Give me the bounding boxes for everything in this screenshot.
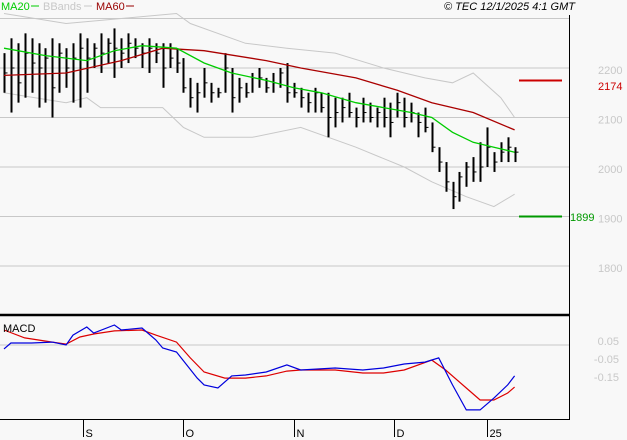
ma60-line (3, 47, 515, 131)
y-tick-label: 1800 (598, 263, 622, 275)
legend-ma20: MA20 (1, 1, 30, 13)
x-tick-label: O (186, 428, 195, 440)
macd-y-tick-label: 0.05 (598, 336, 619, 348)
y-tick-label: 1900 (598, 214, 622, 226)
reference-label-high: 2174 (598, 81, 622, 93)
x-tick-label: S (86, 428, 93, 440)
y-tick-label: 2000 (598, 164, 622, 176)
legend-ma60: MA60 (96, 1, 125, 13)
x-tick-label: D (397, 428, 405, 440)
y-tick-label: 2100 (598, 115, 622, 127)
reference-label-low: 1899 (570, 212, 594, 224)
legend-bbands: BBands (43, 1, 82, 13)
macd-y-tick-label: -0.05 (594, 354, 619, 366)
x-tick-label: 25 (490, 428, 502, 440)
macd-y-tick-label: -0.15 (594, 372, 619, 384)
bbands-lower-line (3, 92, 515, 208)
bbands-upper-line (3, 12, 516, 118)
macd-label: MACD (3, 323, 35, 335)
x-tick-label: N (297, 428, 305, 440)
ma20-line (3, 45, 515, 153)
copyright: © TEC 12/1/2025 4:1 GMT (444, 1, 576, 13)
y-tick-label: 2200 (598, 65, 622, 77)
macd-line (3, 324, 516, 411)
macd-signal-line (3, 329, 515, 401)
